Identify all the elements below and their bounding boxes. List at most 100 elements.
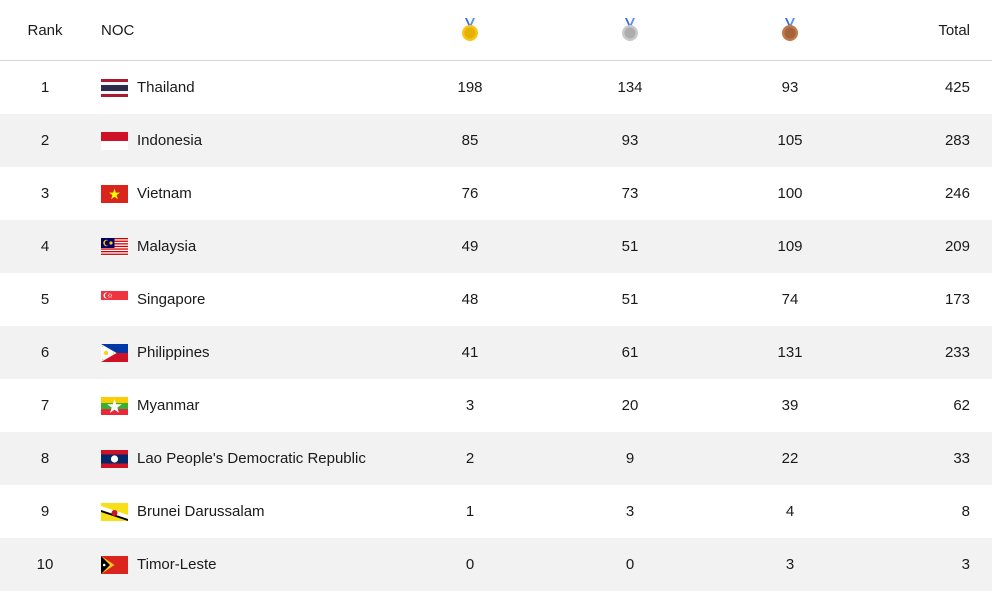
silver-count: 93	[621, 132, 639, 149]
table-row[interactable]: 1 Thailand 198 134 93 425	[0, 61, 992, 114]
noc-cell[interactable]: Brunei Darussalam	[101, 485, 431, 538]
table-header: Rank NOC Tot	[0, 0, 992, 61]
bronze-column-header[interactable]	[740, 0, 840, 60]
gold-count: 1	[465, 503, 475, 520]
silver-count: 51	[621, 291, 639, 308]
philippines-flag-icon	[101, 343, 128, 362]
total-count: 209	[944, 238, 970, 255]
table-row[interactable]: 8 Lao People's Democratic Republic 2 9 2…	[0, 432, 992, 485]
country-name: Vietnam	[137, 185, 192, 202]
laos-flag-icon	[101, 449, 128, 468]
bronze-count: 100	[777, 185, 803, 202]
total-count: 8	[961, 503, 970, 520]
bronze-count: 105	[777, 132, 803, 149]
table-row[interactable]: 2 Indonesia 85 93 105 283	[0, 114, 992, 167]
total-count: 283	[944, 132, 970, 149]
country-name: Singapore	[137, 291, 206, 308]
table-row[interactable]: 4 Malaysia 49	[0, 220, 992, 273]
noc-cell[interactable]: Lao People's Democratic Republic	[101, 432, 431, 485]
country-name: Myanmar	[137, 397, 200, 414]
rank-cell: 4	[40, 238, 50, 255]
total-count: 3	[961, 556, 970, 573]
table-row[interactable]: 6 Philippines 41 61 131 233	[0, 326, 992, 379]
bronze-medal-icon	[782, 18, 798, 41]
indonesia-flag-icon	[101, 131, 128, 150]
silver-count: 9	[625, 450, 635, 467]
gold-count: 85	[461, 132, 479, 149]
gold-count: 198	[457, 79, 483, 96]
myanmar-flag-icon	[101, 396, 128, 415]
gold-count: 49	[461, 238, 479, 255]
gold-count: 3	[465, 397, 475, 414]
silver-count: 0	[625, 556, 635, 573]
bronze-count: 22	[781, 450, 799, 467]
gold-count: 0	[465, 556, 475, 573]
rank-column-header[interactable]: Rank	[27, 21, 63, 39]
country-name: Lao People's Democratic Republic	[137, 450, 366, 467]
bronze-count: 93	[781, 79, 799, 96]
thailand-flag-icon	[101, 78, 128, 97]
bronze-count: 3	[785, 556, 795, 573]
silver-count: 61	[621, 344, 639, 361]
silver-count: 73	[621, 185, 639, 202]
gold-count: 76	[461, 185, 479, 202]
total-count: 62	[953, 397, 970, 414]
rank-cell: 2	[40, 132, 50, 149]
table-row[interactable]: 5 Singapore 48 51 74 173	[0, 273, 992, 326]
table-row[interactable]: 7 Myanmar 3 20 39 62	[0, 379, 992, 432]
gold-column-header[interactable]	[420, 0, 520, 60]
table-row[interactable]: 10 Timor-Leste 0 0 3 3	[0, 538, 992, 591]
total-count: 33	[953, 450, 970, 467]
total-count: 246	[944, 185, 970, 202]
rank-cell: 3	[40, 185, 50, 202]
singapore-flag-icon	[101, 290, 128, 309]
silver-column-header[interactable]	[580, 0, 680, 60]
timor-leste-flag-icon	[101, 555, 128, 574]
rank-cell: 5	[40, 291, 50, 308]
bronze-count: 109	[777, 238, 803, 255]
silver-count: 51	[621, 238, 639, 255]
country-name: Timor-Leste	[137, 556, 217, 573]
noc-column-header[interactable]: NOC	[101, 21, 135, 39]
noc-cell[interactable]: Singapore	[101, 273, 431, 326]
noc-cell[interactable]: Indonesia	[101, 114, 431, 167]
rank-cell: 7	[40, 397, 50, 414]
rank-cell: 8	[40, 450, 50, 467]
country-name: Brunei Darussalam	[137, 503, 265, 520]
gold-count: 41	[461, 344, 479, 361]
gold-medal-icon	[462, 18, 478, 41]
silver-count: 20	[621, 397, 639, 414]
gold-count: 2	[465, 450, 475, 467]
total-count: 425	[944, 79, 970, 96]
noc-cell[interactable]: Myanmar	[101, 379, 431, 432]
noc-cell[interactable]: Timor-Leste	[101, 538, 431, 591]
noc-cell[interactable]: Thailand	[101, 61, 431, 114]
country-name: Indonesia	[137, 132, 203, 149]
noc-cell[interactable]: Malaysia	[101, 220, 431, 273]
total-count: 233	[944, 344, 970, 361]
noc-cell[interactable]: Philippines	[101, 326, 431, 379]
country-name: Philippines	[137, 344, 210, 361]
total-count: 173	[944, 291, 970, 308]
bronze-count: 74	[781, 291, 799, 308]
noc-cell[interactable]: Vietnam	[101, 167, 431, 220]
total-column-header[interactable]: Total	[938, 21, 970, 39]
vietnam-flag-icon	[101, 184, 128, 203]
country-name: Malaysia	[137, 238, 197, 255]
rank-cell: 10	[36, 556, 54, 573]
rank-cell: 1	[40, 79, 50, 96]
table-row[interactable]: 3 Vietnam 76 73 100 246	[0, 167, 992, 220]
bronze-count: 131	[777, 344, 803, 361]
bronze-count: 39	[781, 397, 799, 414]
rank-cell: 9	[40, 503, 50, 520]
country-name: Thailand	[137, 79, 195, 96]
silver-count: 3	[625, 503, 635, 520]
silver-count: 134	[617, 79, 643, 96]
rank-cell: 6	[40, 344, 50, 361]
table-row[interactable]: 9 Brunei Darussalam 1 3 4 8	[0, 485, 992, 538]
silver-medal-icon	[622, 18, 638, 41]
malaysia-flag-icon	[101, 237, 128, 256]
gold-count: 48	[461, 291, 479, 308]
brunei-flag-icon	[101, 502, 128, 521]
